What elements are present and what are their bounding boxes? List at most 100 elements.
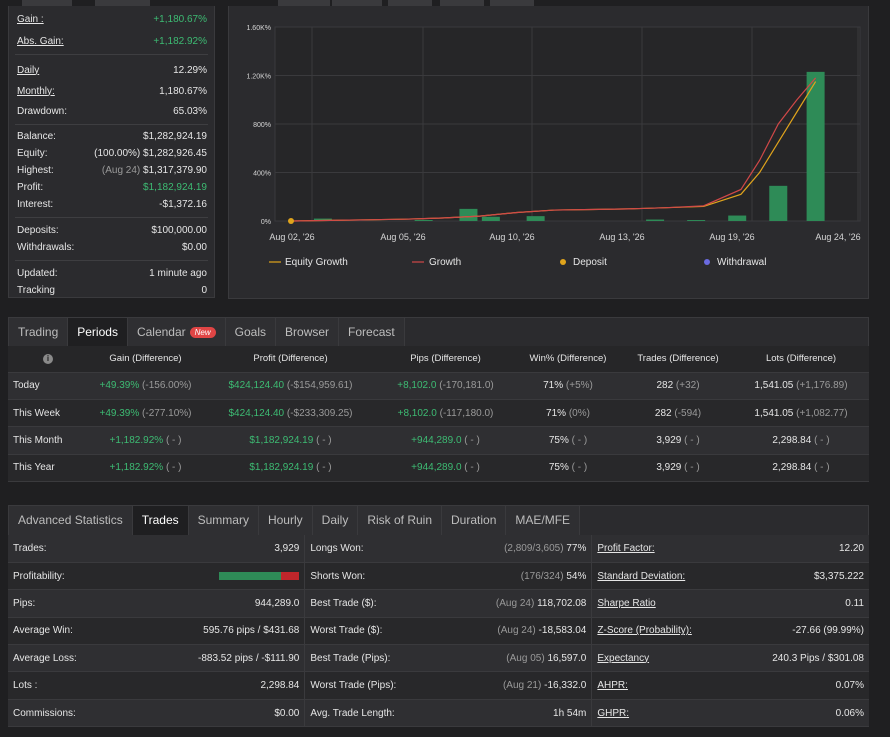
col-gain: Gain (Difference)	[88, 346, 203, 373]
period-name: This Week	[8, 399, 88, 428]
period-name: Today	[8, 372, 88, 400]
daily-bar[interactable]	[459, 208, 478, 221]
tracking-label: Tracking	[17, 284, 55, 296]
stats-row: Average Loss: -883.52 pips / -$111.90 Best…	[8, 644, 869, 673]
trades-diff: ( - )	[684, 462, 700, 474]
y-tick-label: 400%	[253, 171, 271, 178]
stat-label-link[interactable]: Standard Deviation:	[597, 570, 686, 582]
info-header: i	[8, 346, 88, 373]
pips-value: +8,102.0	[397, 407, 437, 419]
series-line[interactable]	[292, 77, 817, 222]
stat-label-link[interactable]: GHPR:	[597, 707, 630, 719]
trades-diff: ( - )	[684, 434, 700, 446]
gain-value: +1,180.67%	[153, 13, 207, 25]
tab-trades[interactable]: Trades	[132, 506, 189, 535]
stat-label: Average Win:	[8, 617, 193, 646]
profit-diff: (-$154,959.61)	[286, 380, 353, 392]
win-value: 75%	[548, 462, 569, 474]
stat-label-link[interactable]: Expectancy	[597, 652, 650, 664]
deposit-point[interactable]	[288, 218, 294, 224]
balance-label: Balance:	[17, 130, 56, 142]
tab-risk-of-ruin[interactable]: Risk of Ruin	[358, 506, 443, 535]
stat-value: 1h 54m	[553, 707, 587, 719]
period-row: This Month +1,182.92% ( - ) $1,182,924.19 …	[8, 426, 869, 455]
tab-advanced-statistics[interactable]: Advanced Statistics	[9, 506, 133, 535]
profit-diff: (-$233,309.25)	[286, 407, 353, 419]
chart-tab[interactable]	[490, 0, 534, 6]
daily-bar[interactable]	[414, 220, 433, 221]
tab-hourly[interactable]: Hourly	[258, 506, 313, 535]
tab-trading[interactable]: Trading	[9, 318, 69, 346]
gain-diff: (-277.10%)	[142, 407, 192, 419]
daily-bar[interactable]	[313, 218, 332, 221]
stats-row: Trades: 3,929 Longs Won: (2,809/3,605) 77% P…	[8, 535, 869, 563]
daily-bar[interactable]	[806, 71, 825, 221]
tab-forecast[interactable]: Forecast	[339, 318, 405, 346]
daily-bar[interactable]	[769, 185, 788, 221]
win-value: 71%	[543, 380, 564, 392]
withdrawals-label: Withdrawals:	[17, 241, 75, 253]
stat-value: 77%	[566, 542, 587, 554]
stat-note: (2,809/3,605)	[504, 542, 564, 554]
legend-equity-growth[interactable]: Equity Growth	[285, 257, 348, 268]
stat-value: 0.07%	[731, 671, 869, 700]
monthly-label[interactable]: Monthly:	[17, 85, 55, 97]
chart-tab[interactable]	[278, 0, 330, 6]
pips-diff: ( - )	[464, 434, 480, 446]
stat-label: Worst Trade ($):	[304, 617, 455, 646]
tab-daily[interactable]: Daily	[312, 506, 359, 535]
stat-label: Worst Trade (Pips):	[304, 671, 455, 700]
summary-tab[interactable]	[22, 0, 72, 6]
growth-chart[interactable]: 1.60K% 1.20K% 800% 400% 0% Aug 02, '26 Aug 05,…	[229, 6, 870, 299]
period-name: This Month	[8, 426, 88, 455]
stat-label-link[interactable]: Profit Factor:	[597, 542, 655, 554]
chart-tab[interactable]	[440, 0, 484, 6]
trades-value: 3,929	[656, 434, 682, 446]
tab-summary[interactable]: Summary	[188, 506, 259, 535]
equity-percent: (100.00%)	[94, 147, 141, 159]
info-icon[interactable]: i	[43, 354, 53, 365]
tab-mae-mfe[interactable]: MAE/MFE	[506, 506, 581, 535]
trades-stats-table: Trades: 3,929 Longs Won: (2,809/3,605) 77% P…	[8, 535, 869, 728]
tab-periods[interactable]: Periods	[68, 318, 128, 346]
daily-bar[interactable]	[481, 216, 500, 221]
stats-row: Lots : 2,298.84 Worst Trade (Pips): (Aug 21…	[8, 671, 869, 700]
legend-withdrawal[interactable]: Withdrawal	[717, 257, 766, 268]
pips-value: +8,102.0	[397, 380, 437, 392]
daily-bar[interactable]	[687, 220, 706, 221]
drawdown-label: Drawdown:	[17, 105, 68, 117]
period-row: This Week +49.39% (-277.10%) $424,124.40 (…	[8, 399, 869, 428]
pips-diff: ( - )	[464, 462, 480, 474]
equity-value: $1,282,926.45	[143, 147, 207, 159]
tab-calendar[interactable]: Calendar New	[127, 318, 226, 346]
stat-label: Commissions:	[8, 699, 193, 728]
win-diff: (+5%)	[565, 380, 593, 392]
legend-deposit[interactable]: Deposit	[573, 257, 607, 268]
profit-value: $1,182,924.19	[143, 181, 207, 193]
chart-tab[interactable]	[332, 0, 382, 6]
stats-row: Average Win: 595.76 pips / $431.68 Worst T…	[8, 617, 869, 646]
chart-tab[interactable]	[388, 0, 432, 6]
tab-goals[interactable]: Goals	[225, 318, 277, 346]
gain-label[interactable]: Gain :	[17, 13, 44, 25]
tab-duration[interactable]: Duration	[442, 506, 507, 535]
tracking-value[interactable]: 0	[201, 284, 207, 296]
daily-bar[interactable]	[728, 215, 747, 221]
stats-row: Profitability: Shorts Won: (176/324) 54% St…	[8, 562, 869, 591]
stat-note: (176/324)	[520, 570, 564, 582]
daily-bar[interactable]	[526, 216, 545, 221]
stat-label-link[interactable]: Z-Score (Probability):	[597, 625, 692, 637]
tab-browser[interactable]: Browser	[276, 318, 340, 346]
legend-growth[interactable]: Growth	[429, 257, 461, 268]
daily-bar[interactable]	[646, 219, 665, 221]
gain-value: +49.39%	[99, 380, 140, 392]
periods-table: i Gain (Difference) Profit (Difference) …	[8, 346, 869, 483]
stat-label-link[interactable]: AHPR:	[597, 680, 628, 692]
drawdown-value: 65.03%	[173, 105, 207, 117]
stat-note: (Aug 05)	[506, 652, 545, 664]
daily-label[interactable]: Daily	[17, 64, 40, 76]
stat-label-link[interactable]: Sharpe Ratio	[597, 597, 656, 609]
abs-gain-label[interactable]: Abs. Gain:	[17, 35, 64, 47]
stat-value: -18,583.04	[538, 625, 587, 637]
summary-tab[interactable]	[95, 0, 150, 6]
